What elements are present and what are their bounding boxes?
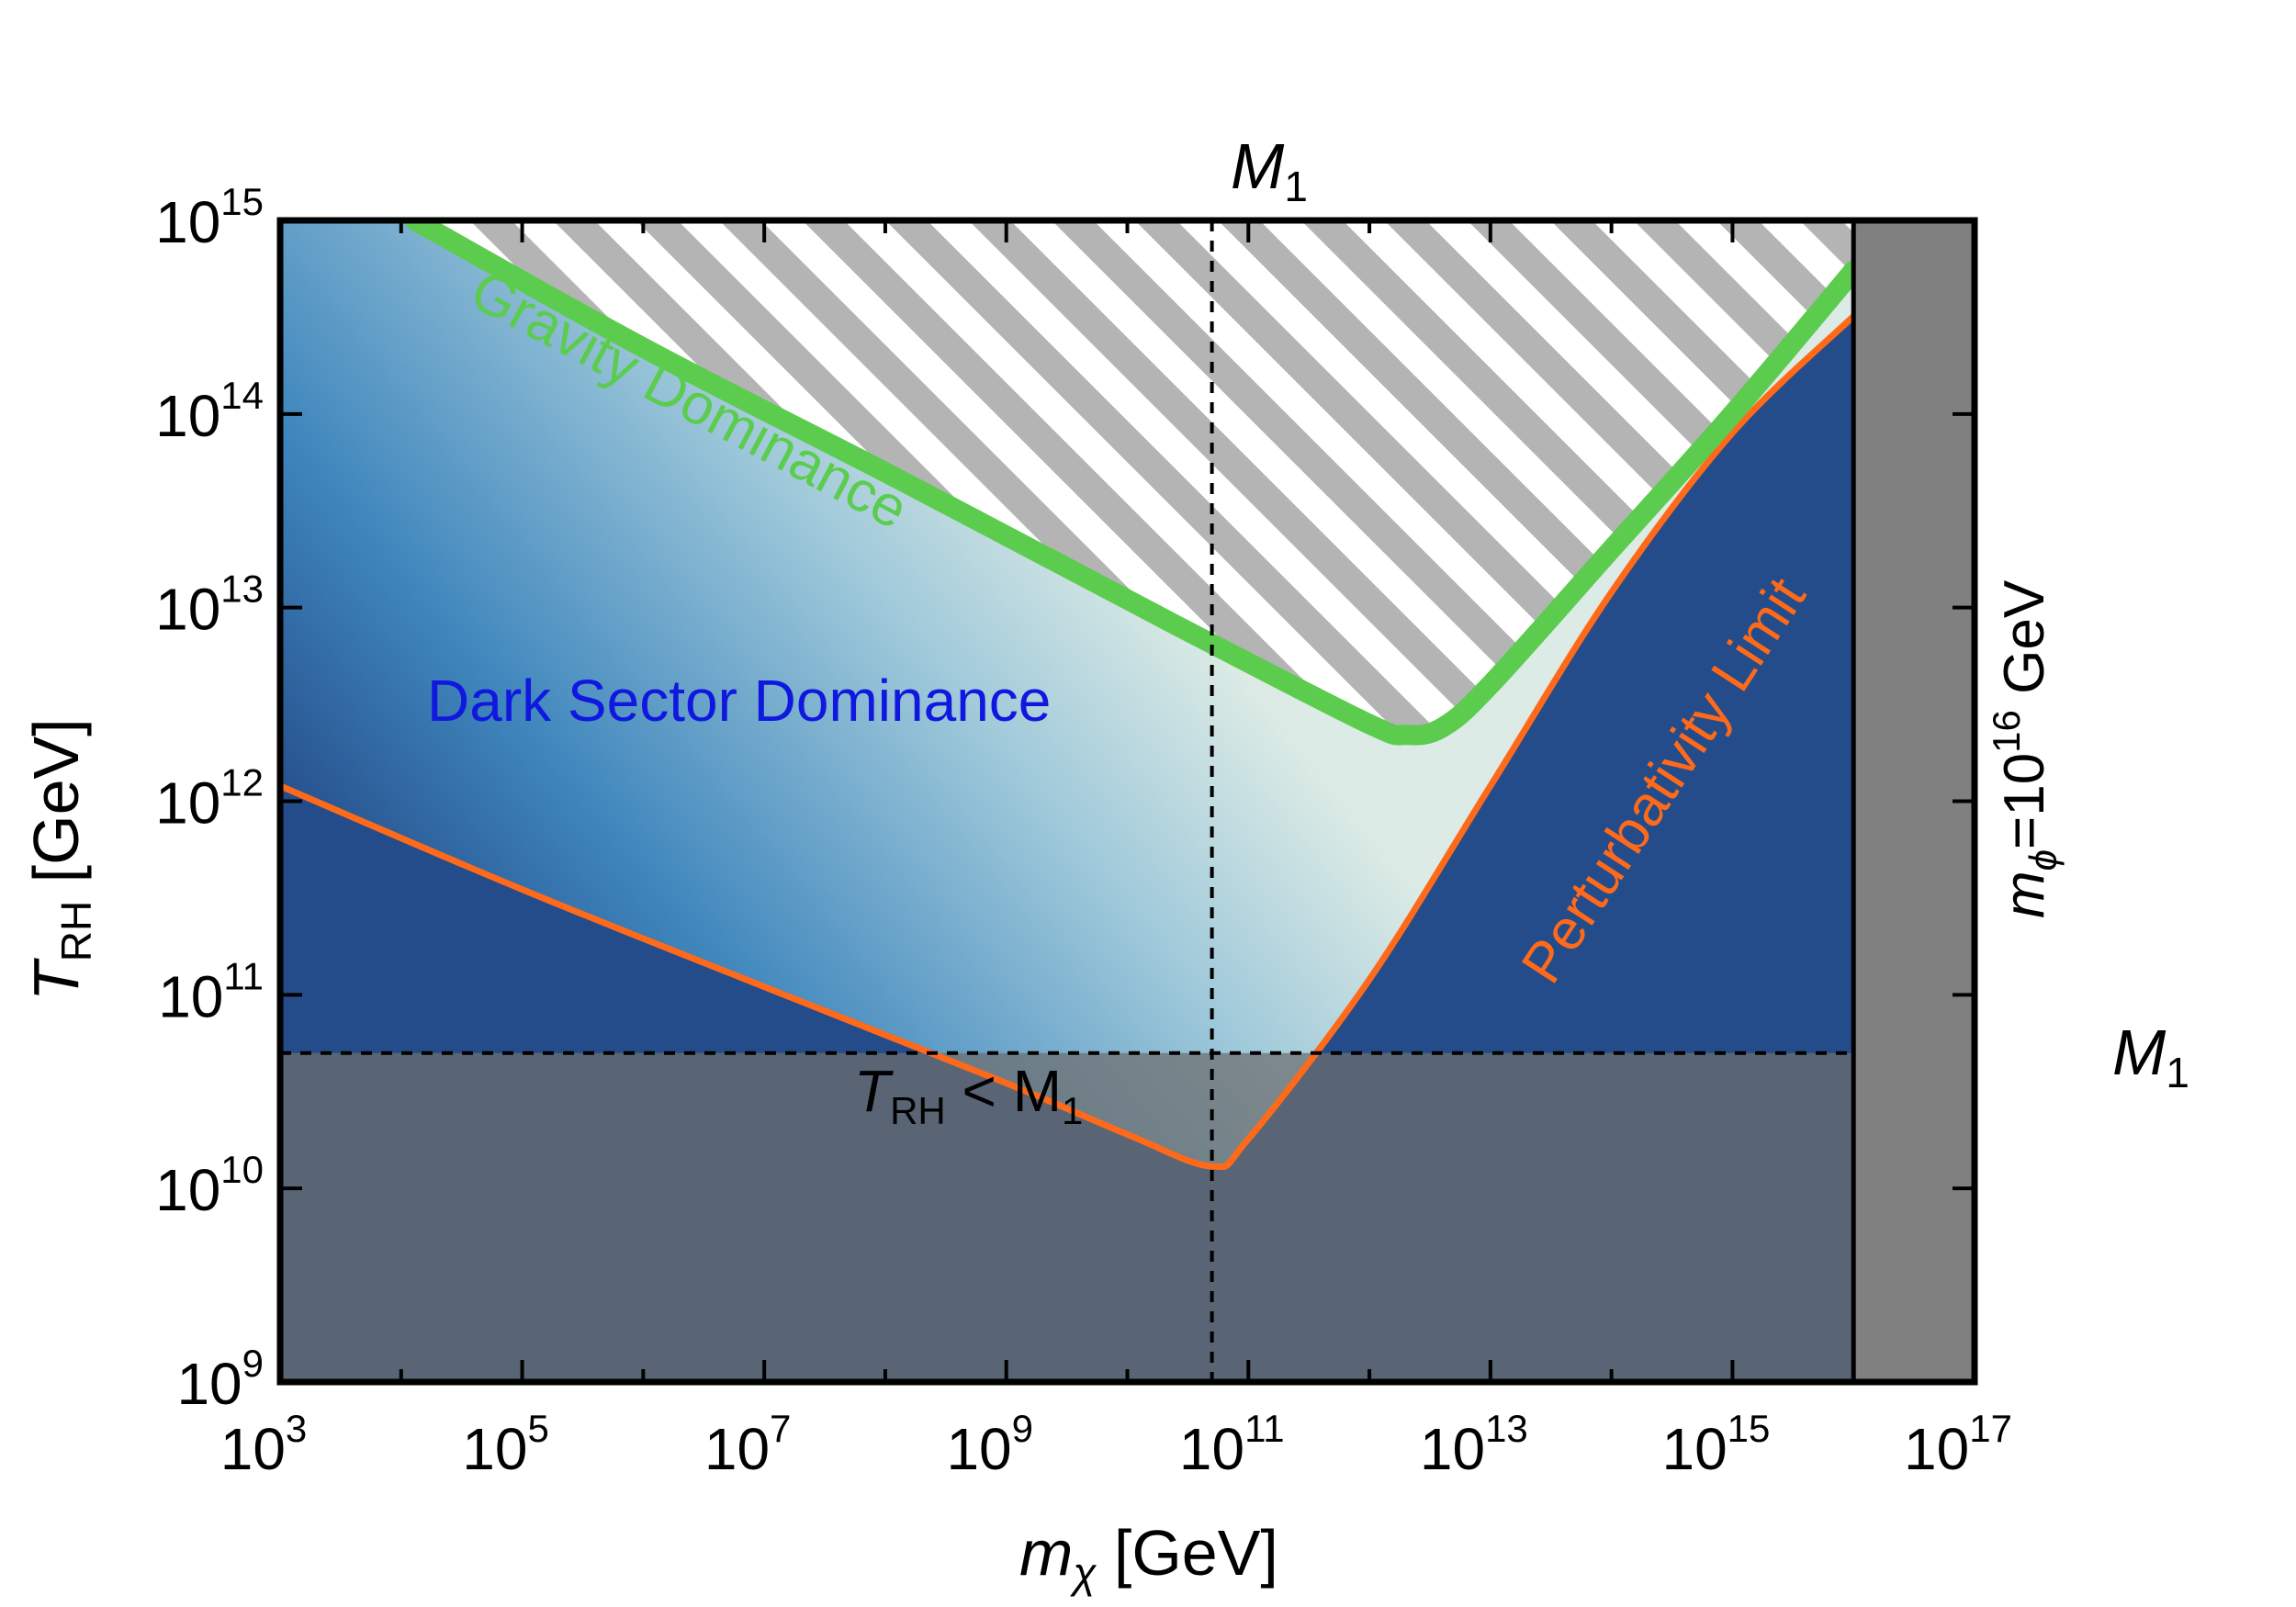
x-tick-label: 105 <box>462 1407 549 1482</box>
x-axis-title: mχ [GeV] <box>1019 1517 1278 1597</box>
x-tick-label: 1017 <box>1904 1407 2012 1482</box>
y-tick-label: 1010 <box>155 1148 264 1223</box>
trh-less-than-m1-label: TRH < M1 <box>854 1058 1083 1132</box>
x-tick-label: 103 <box>220 1407 308 1482</box>
m1-top-label: M1 <box>1231 130 1308 210</box>
x-tick-label: 1013 <box>1420 1407 1528 1482</box>
gravity-dominance-curve <box>404 220 1864 746</box>
y-tick-label: 109 <box>176 1342 264 1417</box>
y-tick-label: 1015 <box>155 180 264 255</box>
x-tick-label: 109 <box>946 1407 1033 1482</box>
x-tick-label: 107 <box>704 1407 792 1482</box>
x-tick-label: 1015 <box>1661 1407 1770 1482</box>
m-phi-label: mϕ=1016 GeV <box>1985 579 2065 918</box>
x-tick-label: 1011 <box>1179 1407 1285 1482</box>
dark-sector-region <box>280 220 1854 1167</box>
perturbativity-limit-curve <box>280 313 1856 1171</box>
y-tick-label: 1013 <box>155 568 264 643</box>
y-tick-label: 1012 <box>155 761 264 837</box>
y-tick-label: 1014 <box>155 374 264 449</box>
axis-ticks: 103 105 107 109 1011 1013 1015 1017 109 1010 1011 1… <box>155 180 2012 1482</box>
y-axis-title: TRH [GeV] <box>20 718 100 1001</box>
dark-sector-dominance-label: Dark Sector Dominance <box>427 668 1051 734</box>
m1-right-label: M1 <box>2112 1017 2189 1096</box>
hatched-excluded-region <box>414 220 1854 736</box>
y-tick-label: 1011 <box>158 954 264 1029</box>
